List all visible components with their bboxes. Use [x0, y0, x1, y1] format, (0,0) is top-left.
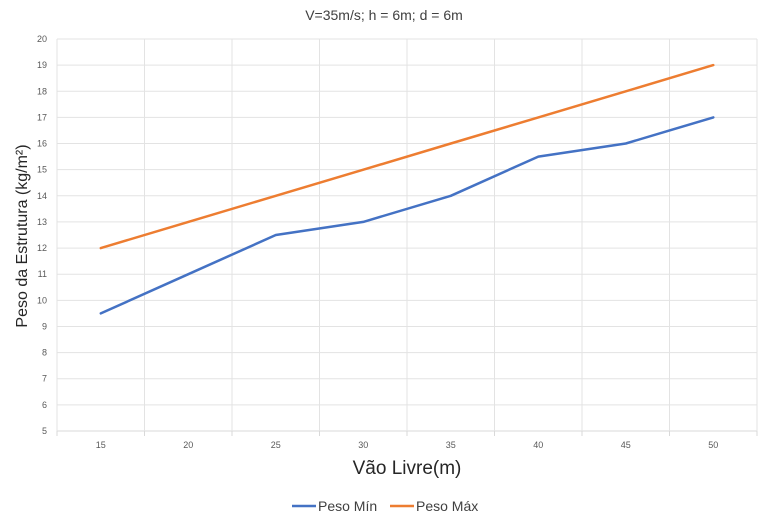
y-tick-label: 13	[37, 217, 47, 227]
legend: Peso Mín Peso Máx	[292, 498, 478, 514]
y-tick-label: 10	[37, 295, 47, 305]
y-tick-label: 11	[38, 269, 47, 279]
legend-item: Peso Mín	[292, 498, 377, 514]
y-tick-label: 19	[37, 60, 47, 70]
series-line-peso-m-n	[99, 116, 715, 315]
y-tick-label: 5	[42, 426, 47, 436]
legend-item: Peso Máx	[390, 498, 478, 514]
y-tick-label: 17	[37, 112, 47, 122]
x-tick-label: 35	[446, 440, 456, 450]
y-tick-label: 7	[42, 374, 47, 384]
chart-title: V=35m/s; h = 6m; d = 6m	[305, 7, 463, 23]
y-axis-label: Peso da Estrutura (kg/m²)	[14, 144, 31, 327]
x-tick-label: 20	[183, 440, 193, 450]
x-tick-label: 15	[96, 440, 106, 450]
y-tick-label: 16	[37, 139, 47, 149]
y-tick-label: 14	[37, 191, 47, 201]
legend-label: Peso Máx	[416, 498, 478, 514]
y-tick-label: 12	[37, 243, 47, 253]
x-tick-label: 30	[358, 440, 368, 450]
x-tick-label: 50	[708, 440, 718, 450]
y-tick-labels: 5 6 7 8 9 10 11 12 13 14 15 16 17 18 19 20	[37, 34, 47, 436]
y-tick-label: 15	[37, 165, 47, 175]
x-tick-label: 45	[621, 440, 631, 450]
legend-label: Peso Mín	[318, 498, 377, 514]
y-tick-label: 9	[42, 321, 47, 331]
y-tick-label: 20	[37, 34, 47, 44]
x-tick-label: 25	[271, 440, 281, 450]
x-tick-labels: 15 20 25 30 35 40 45 50	[96, 440, 719, 450]
series-lines	[99, 63, 715, 315]
y-tick-label: 18	[37, 86, 47, 96]
series-line-peso-m-x	[99, 63, 715, 250]
y-tick-label: 6	[42, 400, 47, 410]
x-axis-label: Vão Livre(m)	[353, 458, 462, 479]
y-tick-label: 8	[42, 348, 47, 358]
x-tick-label: 40	[533, 440, 543, 450]
